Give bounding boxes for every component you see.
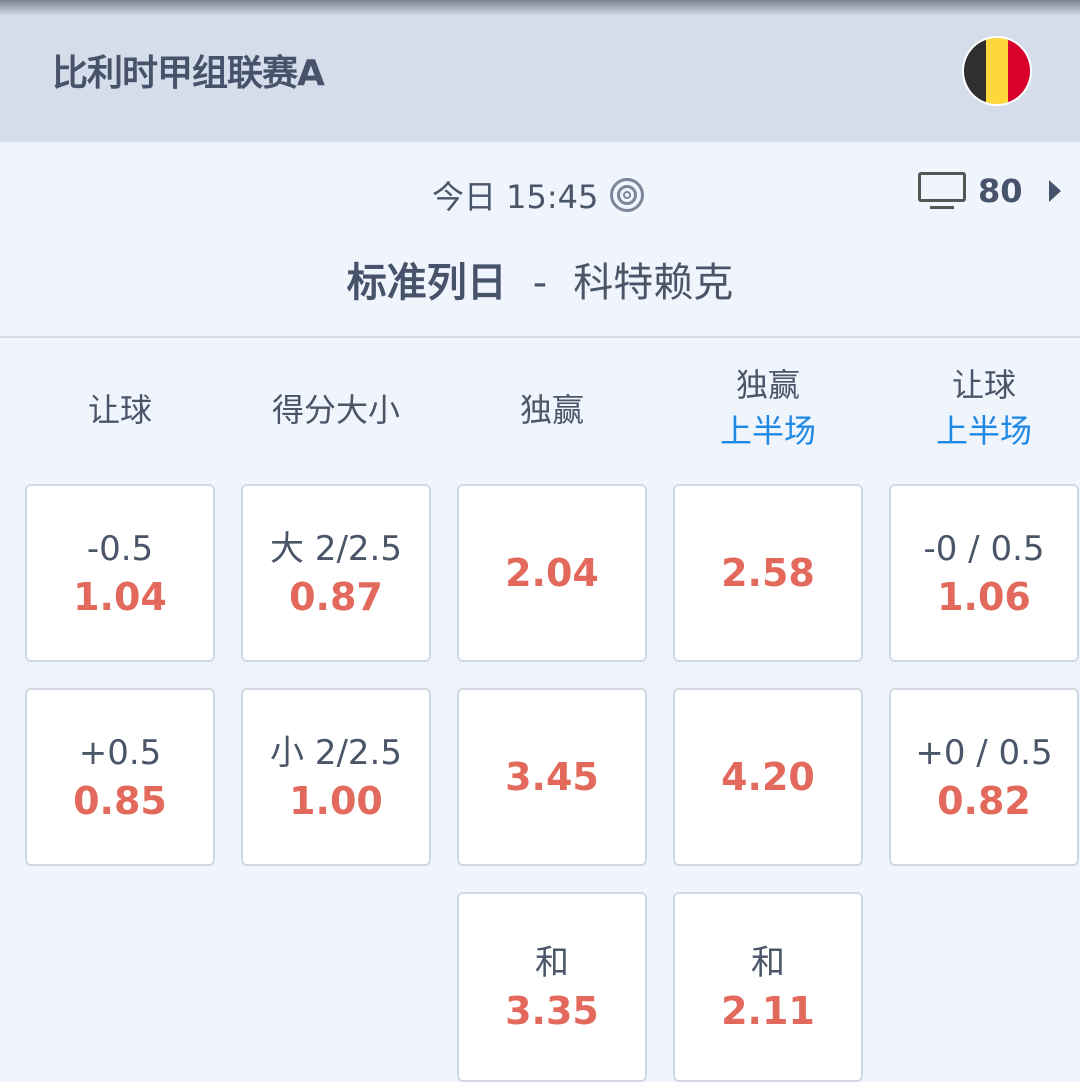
odds-button[interactable]: 4.20	[673, 688, 863, 866]
bet-label: 小 2/2.5	[270, 733, 402, 773]
odds-button[interactable]: 3.45	[457, 688, 647, 866]
odds-button[interactable]: 和 2.11	[673, 892, 863, 1082]
tv-icon	[918, 172, 966, 210]
bet-label: 和	[751, 943, 785, 983]
odds-button[interactable]: -0.5 1.04	[25, 484, 215, 662]
odds-value: 0.87	[289, 575, 383, 619]
bet-label: +0 / 0.5	[915, 733, 1053, 773]
odds-button[interactable]: 2.58	[673, 484, 863, 662]
odds-value: 2.58	[721, 551, 815, 595]
odds-value: 1.00	[289, 779, 383, 823]
odds-button[interactable]: -0 / 0.5 1.06	[889, 484, 1079, 662]
away-team: 科特赖克	[573, 260, 734, 306]
bet-label: -0.5	[86, 529, 154, 569]
top-shadow	[0, 0, 1080, 16]
separator: -	[532, 260, 548, 306]
tv-button[interactable]: 80	[918, 172, 1061, 210]
odds-value: 1.04	[73, 575, 167, 619]
live-target-icon	[610, 178, 645, 212]
column-title: 独赢	[735, 366, 800, 404]
match-teams: 标准列日 - 科特赖克	[0, 250, 1080, 308]
bet-label: 和	[535, 943, 569, 983]
odds-button[interactable]: 大 2/2.5 0.87	[241, 484, 431, 662]
column-header: 得分大小	[241, 387, 431, 433]
odds-value: 0.82	[937, 779, 1031, 823]
column-title: 得分大小	[271, 391, 400, 429]
column-title: 让球	[951, 366, 1016, 404]
tv-count: 80	[978, 172, 1023, 210]
odds-value: 2.04	[505, 551, 599, 595]
column-header: 让球	[25, 387, 215, 433]
league-header[interactable]: 比利时甲组联赛A	[0, 0, 1080, 142]
chevron-right-icon	[1048, 180, 1061, 202]
belgium-flag-icon	[962, 36, 1032, 106]
league-title: 比利时甲组联赛A	[52, 53, 325, 94]
odds-value: 3.35	[505, 989, 599, 1033]
time-text: 今日 15:45	[432, 178, 599, 216]
odds-button[interactable]: 和 3.35	[457, 892, 647, 1082]
column-title: 独赢	[519, 391, 584, 429]
column-subtitle: 上半场	[935, 412, 1032, 450]
column-subtitle: 上半场	[719, 412, 816, 450]
odds-value: 2.11	[721, 989, 815, 1033]
home-team: 标准列日	[346, 260, 507, 306]
bet-label: 大 2/2.5	[270, 529, 402, 569]
match-time: 今日 15:45	[432, 172, 645, 218]
column-header: 独赢	[457, 387, 647, 433]
column-header: 独赢 上半场	[673, 362, 863, 454]
divider	[0, 336, 1080, 338]
bet-label: -0 / 0.5	[923, 529, 1045, 569]
odds-button[interactable]: 2.04	[457, 484, 647, 662]
odds-button[interactable]: 小 2/2.5 1.00	[241, 688, 431, 866]
odds-value: 1.06	[937, 575, 1031, 619]
column-header: 让球 上半场	[889, 362, 1079, 454]
column-title: 让球	[87, 391, 152, 429]
bet-label: +0.5	[78, 733, 162, 773]
odds-value: 4.20	[721, 755, 815, 799]
odds-value: 3.45	[505, 755, 599, 799]
odds-value: 0.85	[73, 779, 167, 823]
odds-button[interactable]: +0 / 0.5 0.82	[889, 688, 1079, 866]
odds-button[interactable]: +0.5 0.85	[25, 688, 215, 866]
